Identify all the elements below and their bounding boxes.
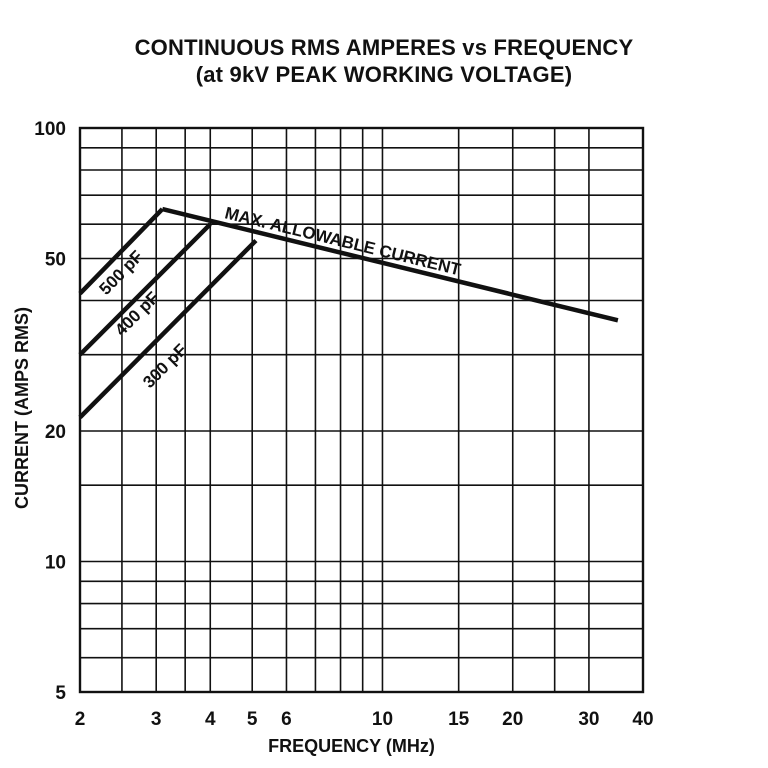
series-line-max-allowable-current	[161, 206, 619, 323]
plot-frame	[78, 126, 645, 694]
chart-title-line: CONTINUOUS RMS AMPERES vs FREQUENCY	[134, 35, 634, 60]
x-tick-label: 30	[578, 709, 599, 730]
chart-title: CONTINUOUS RMS AMPERES vs FREQUENCY (at …	[0, 34, 768, 88]
y-tick-label: 50	[45, 249, 66, 270]
series-line-400-pf	[78, 222, 212, 357]
x-tick-label: 4	[205, 709, 216, 730]
x-axis-label: FREQUENCY (MHz)	[268, 736, 435, 756]
x-tick-label: 10	[372, 709, 393, 730]
series-line-300-pf	[78, 238, 258, 419]
x-tick-label: 40	[632, 709, 653, 730]
y-tick-label: 5	[55, 683, 66, 704]
x-tick-label: 20	[502, 709, 523, 730]
y-axis-label: CURRENT (AMPS RMS)	[12, 307, 32, 509]
x-tick-label: 6	[281, 709, 292, 730]
y-tick-label: 100	[34, 119, 66, 140]
x-tick-label: 15	[448, 709, 470, 730]
y-tick-label: 10	[45, 553, 66, 574]
y-tick-label: 20	[45, 422, 66, 443]
annotation-max-allowable-current: MAX. ALLOWABLE CURRENT	[223, 203, 463, 279]
x-tick-label: 2	[75, 709, 86, 730]
chart-subtitle: (at 9kV PEAK WORKING VOLTAGE)	[195, 62, 573, 87]
series-line-500-pf	[78, 207, 164, 296]
x-tick-label: 5	[247, 709, 258, 730]
x-tick-label: 3	[151, 709, 162, 730]
